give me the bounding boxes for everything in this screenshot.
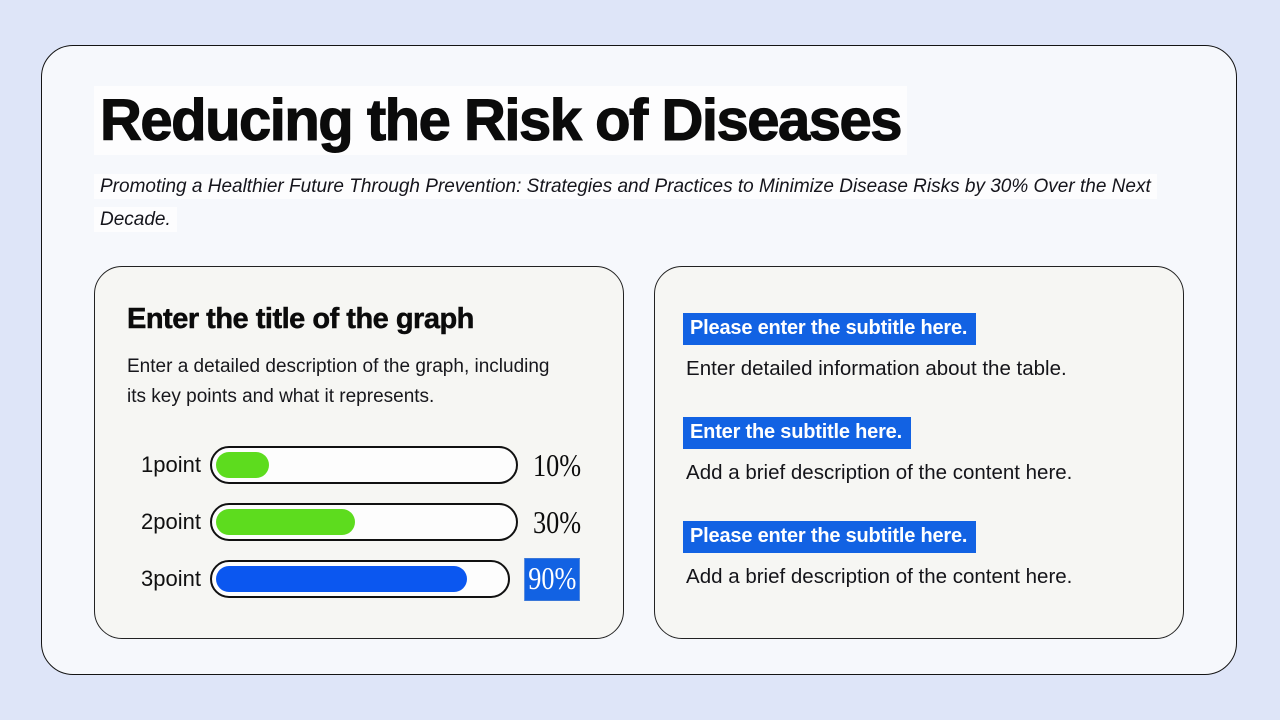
bar-row-2: 2point 30% (127, 503, 591, 541)
info-section-3: Please enter the subtitle here. Add a br… (683, 521, 1155, 590)
info-subtitle-2[interactable]: Enter the subtitle here. (683, 417, 911, 449)
bar-row-1: 1point 10% (127, 446, 591, 484)
bar-fill-2 (216, 509, 356, 535)
info-description-3[interactable]: Add a brief description of the content h… (686, 565, 1073, 588)
page-title-text: Reducing the Risk of Diseases (94, 86, 907, 155)
bar-fill-3 (216, 566, 467, 592)
graph-card: Enter the title of the graph Enter a det… (94, 266, 625, 639)
bar-track-2 (210, 503, 519, 541)
bar-value-2[interactable]: 30% (533, 503, 582, 540)
bar-label-1[interactable]: 1point (141, 452, 201, 477)
info-section-1: Please enter the subtitle here. Enter de… (683, 313, 1155, 382)
info-subtitle-3[interactable]: Please enter the subtitle here. (683, 521, 977, 553)
content-columns: Enter the title of the graph Enter a det… (94, 266, 1184, 639)
graph-card-description[interactable]: Enter a detailed description of the grap… (127, 356, 550, 407)
bar-track-1 (210, 446, 519, 484)
bar-fill-1 (216, 452, 270, 478)
page-subtitle-text: Promoting a Healthier Future Through Pre… (94, 174, 1157, 232)
page-subtitle[interactable]: Promoting a Healthier Future Through Pre… (94, 170, 1179, 236)
bar-row-3: 3point 90% (127, 557, 591, 601)
info-card: Please enter the subtitle here. Enter de… (654, 266, 1184, 639)
bar-chart: 1point 10% 2point 30% 3p (127, 446, 591, 601)
info-section-2: Enter the subtitle here. Add a brief des… (683, 417, 1155, 486)
bar-label-3[interactable]: 3point (141, 566, 201, 591)
bar-track-3 (210, 560, 511, 598)
bar-value-1[interactable]: 10% (533, 446, 582, 483)
slide-card: Reducing the Risk of Diseases Promoting … (41, 45, 1237, 675)
info-subtitle-1[interactable]: Please enter the subtitle here. (683, 313, 977, 345)
bar-label-2[interactable]: 2point (141, 509, 201, 534)
info-description-1[interactable]: Enter detailed information about the tab… (686, 357, 1067, 380)
info-description-2[interactable]: Add a brief description of the content h… (686, 461, 1073, 484)
graph-card-title[interactable]: Enter the title of the graph (127, 303, 475, 336)
bar-value-3-selected[interactable]: 90% (524, 557, 580, 601)
page-title[interactable]: Reducing the Risk of Diseases (94, 86, 1184, 155)
